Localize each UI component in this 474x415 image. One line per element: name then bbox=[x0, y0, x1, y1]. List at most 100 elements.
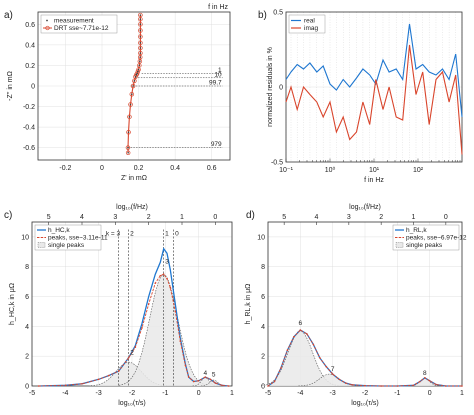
frequency-annotation: 10 bbox=[214, 71, 222, 78]
top-axis-label: f in Hz bbox=[208, 4, 228, 11]
measurement-point bbox=[127, 146, 129, 149]
peaks-point bbox=[169, 286, 172, 289]
panel-label-d: d) bbox=[246, 210, 255, 221]
peaks-point bbox=[344, 382, 347, 384]
tau-line-label: 1 bbox=[165, 230, 169, 237]
peaks-point bbox=[293, 336, 295, 338]
measurement-point bbox=[136, 72, 138, 75]
x-tick-label: -5 bbox=[29, 390, 35, 397]
tau-line-label: 0 bbox=[175, 230, 179, 237]
peak-label: 5 bbox=[212, 371, 216, 378]
top-tick-label: 4 bbox=[80, 214, 84, 221]
peaks-point bbox=[338, 378, 340, 381]
series-line-peaks bbox=[267, 329, 462, 387]
peak-label: 3 bbox=[165, 259, 169, 266]
panel-label-b: b) bbox=[258, 10, 267, 21]
peaks-point bbox=[209, 378, 212, 381]
single-peak-area bbox=[118, 274, 209, 386]
legend-entry-drt: DRT sse~7.71e-12 bbox=[54, 25, 109, 32]
peaks-point bbox=[141, 327, 143, 329]
drt-point bbox=[128, 102, 133, 107]
measurement-point bbox=[139, 47, 142, 49]
axes-frame-a bbox=[37, 11, 231, 161]
legend-entry-h: h_RL,k bbox=[406, 227, 427, 234]
x-tick-label: 10⁰ bbox=[325, 166, 336, 174]
peaks-point bbox=[166, 277, 168, 280]
peaks-point bbox=[445, 385, 447, 387]
x-tick-label: -1 bbox=[162, 390, 168, 397]
x-tick-label: 0.4 bbox=[170, 165, 180, 172]
legend-box bbox=[40, 14, 118, 34]
peaks-point bbox=[396, 385, 399, 387]
y-tick-label: 0.2 bbox=[25, 63, 35, 70]
y-axis-label: h_RL,k in μΩ bbox=[245, 284, 252, 325]
peak-label: 4 bbox=[204, 370, 208, 377]
drt-point bbox=[138, 28, 143, 33]
peaks-point bbox=[461, 385, 463, 387]
measurement-point bbox=[139, 35, 142, 38]
y-tick-label: 8 bbox=[261, 264, 265, 271]
top-tick-label: 4 bbox=[315, 214, 319, 221]
peaks-point bbox=[134, 346, 137, 349]
x-tick-label: -5 bbox=[265, 390, 271, 397]
peaks-point bbox=[81, 382, 83, 385]
measurement-point bbox=[139, 18, 142, 20]
top-tick-label: 1 bbox=[412, 214, 416, 221]
peaks-point bbox=[325, 365, 328, 368]
measurement-point bbox=[137, 68, 140, 71]
drt-point bbox=[125, 150, 131, 156]
peaks-point bbox=[184, 364, 187, 366]
y-tick-label: 0 bbox=[31, 84, 35, 91]
drt-point bbox=[126, 130, 131, 135]
legend-entry-imag: imag bbox=[304, 25, 318, 32]
measurement-point bbox=[138, 64, 141, 67]
peaks-point bbox=[204, 376, 207, 378]
peaks-point bbox=[107, 374, 110, 377]
single-peak-outline bbox=[409, 378, 441, 387]
x-tick-label: 1 bbox=[230, 390, 234, 397]
y-tick-label: 8 bbox=[25, 264, 29, 271]
measurement-point bbox=[139, 29, 142, 32]
legend-marker-drt bbox=[45, 25, 50, 31]
legend-entry-real: real bbox=[304, 18, 315, 25]
top-tick-label: 5 bbox=[47, 214, 51, 221]
peaks-point bbox=[192, 380, 195, 383]
drt-point bbox=[138, 50, 143, 56]
top-axis-label: log₁₀(f/Hz) bbox=[116, 204, 148, 211]
y-tick-label: 0.5 bbox=[273, 10, 283, 17]
x-axis-label: Z' in mΩ bbox=[121, 175, 147, 182]
y-axis-label: -Z'' in mΩ bbox=[7, 71, 14, 101]
peaks-point bbox=[273, 380, 276, 383]
top-axis-label: log₁₀(f/Hz) bbox=[349, 204, 381, 211]
measurement-point bbox=[139, 56, 142, 59]
peaks-point bbox=[364, 384, 366, 387]
peaks-point bbox=[147, 303, 150, 305]
legend-patch-single-peaks bbox=[37, 242, 46, 248]
peaks-point bbox=[380, 385, 382, 387]
measurement-point bbox=[129, 103, 132, 106]
peaks-point bbox=[412, 384, 415, 387]
peak-label: 2 bbox=[130, 350, 134, 357]
x-axis-label: log₁₀(τ/s) bbox=[351, 400, 378, 407]
measurement-point bbox=[137, 70, 139, 73]
legend-entry-h: h_HC,k bbox=[48, 227, 70, 234]
legend-entry-single-peaks: single peaks bbox=[48, 242, 85, 249]
peaks-point bbox=[127, 356, 130, 359]
peaks-point bbox=[187, 376, 190, 378]
drt-point bbox=[138, 34, 143, 39]
x-tick-label: -3 bbox=[96, 390, 102, 397]
series-line-real bbox=[285, 23, 463, 118]
panel-label-a: a) bbox=[4, 10, 13, 21]
y-tick-label: 0.6 bbox=[25, 22, 35, 29]
top-tick-label: 5 bbox=[282, 214, 286, 221]
measurement-point bbox=[127, 152, 129, 154]
drt-point bbox=[137, 63, 142, 68]
x-tick-label: 0.2 bbox=[134, 165, 144, 172]
measurement-point bbox=[139, 23, 142, 26]
y-tick-label: -0.6 bbox=[23, 145, 35, 152]
frequency-annotation: 1 bbox=[218, 67, 222, 74]
y-tick-label: 4 bbox=[261, 324, 265, 331]
legend-entry-peaks: peaks, sse~6.97e-12 bbox=[406, 235, 467, 242]
drt-point bbox=[130, 83, 136, 89]
